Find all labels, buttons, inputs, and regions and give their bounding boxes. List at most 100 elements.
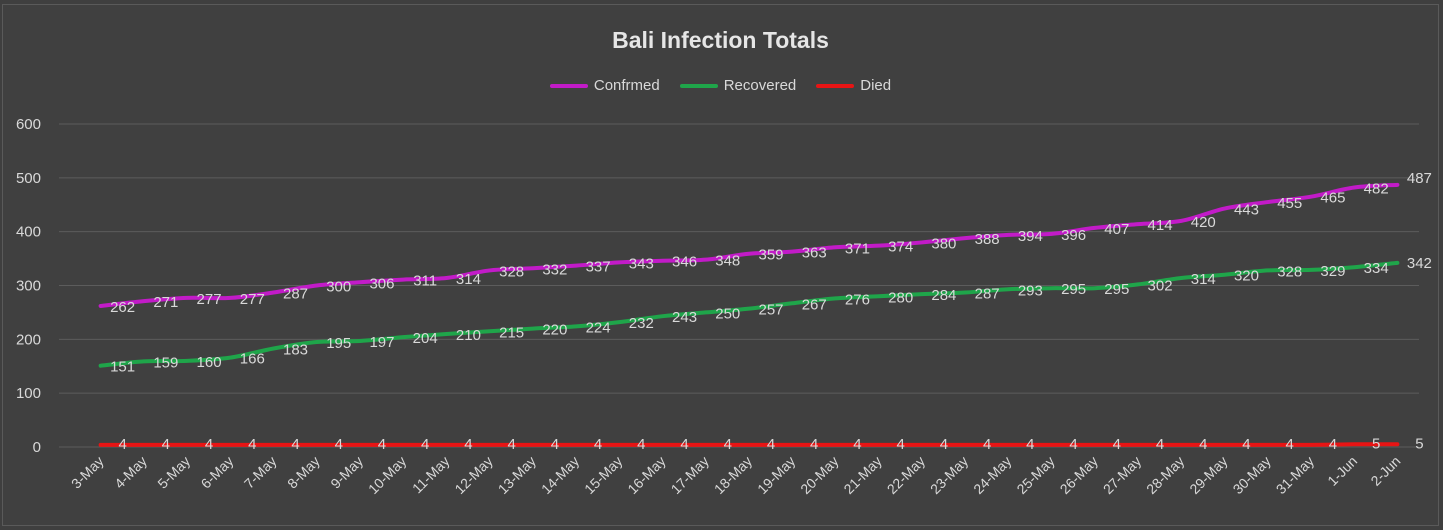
data-label: 482 (1364, 181, 1389, 198)
data-label: 293 (1018, 282, 1043, 299)
x-tick-label: 24-May (970, 453, 1014, 497)
x-tick-label: 20-May (797, 453, 841, 497)
data-label: 4 (1156, 436, 1164, 453)
data-label: 4 (335, 436, 343, 453)
data-label: 4 (507, 436, 515, 453)
data-label: 295 (1104, 281, 1129, 298)
data-label: 343 (629, 255, 654, 272)
data-label: 455 (1277, 195, 1302, 212)
data-label: 329 (1320, 263, 1345, 280)
legend-item-confirmed: Confrmed (549, 77, 660, 94)
x-tick-label: 27-May (1100, 453, 1144, 497)
x-tick-label: 16-May (624, 453, 668, 497)
data-label: 4 (680, 436, 688, 453)
x-tick-label: 31-May (1273, 453, 1317, 497)
data-label: 4 (1329, 436, 1337, 453)
data-label: 276 (845, 291, 870, 308)
x-tick-label: 7-May (241, 453, 280, 492)
data-label: 328 (499, 263, 524, 280)
data-label: 4 (940, 436, 948, 453)
data-label: 210 (456, 327, 481, 344)
data-label: 4 (1026, 436, 1034, 453)
data-label: 4 (421, 436, 429, 453)
legend-label-died: Died (860, 77, 892, 94)
data-label: 159 (153, 354, 178, 371)
legend-swatch-confirmed (549, 83, 588, 88)
y-tick-label: 600 (16, 116, 41, 133)
x-tick-label: 15-May (581, 453, 625, 497)
series-line-recovered (98, 260, 1400, 368)
data-label: 363 (802, 245, 827, 262)
legend-item-recovered: Recovered (679, 77, 797, 94)
series-line-died (98, 442, 1400, 447)
x-tick-label: 9-May (327, 453, 366, 492)
data-label: 420 (1191, 214, 1216, 231)
legend-swatch-recovered (679, 83, 718, 88)
data-label: 215 (499, 324, 524, 341)
x-tick-label: 22-May (884, 453, 928, 497)
data-label: 287 (283, 285, 308, 302)
data-label: 4 (767, 436, 775, 453)
data-label: 328 (1277, 263, 1302, 280)
x-tick-label: 11-May (409, 453, 453, 497)
x-tick-label: 18-May (711, 453, 755, 497)
data-label: 396 (1061, 227, 1086, 244)
data-label: 287 (975, 285, 1000, 302)
data-label: 4 (551, 436, 559, 453)
y-tick-label: 300 (16, 278, 41, 295)
x-tick-label: 2-Jun (1367, 453, 1403, 489)
x-tick-label: 3-May (68, 453, 107, 492)
data-label: 346 (672, 254, 697, 271)
y-tick-label: 200 (16, 331, 41, 348)
data-label: 4 (1199, 436, 1207, 453)
data-label: 224 (586, 319, 611, 336)
data-label: 4 (162, 436, 170, 453)
data-label: 183 (283, 341, 308, 358)
data-label: 197 (369, 334, 394, 351)
data-label: 257 (758, 302, 783, 319)
data-label: 4 (248, 436, 256, 453)
data-label: 267 (802, 296, 827, 313)
data-label: 151 (110, 359, 135, 376)
data-label: 334 (1364, 260, 1389, 277)
data-label: 166 (240, 351, 265, 368)
data-label: 320 (1234, 268, 1259, 285)
legend-label-recovered: Recovered (723, 77, 797, 94)
data-label: 4 (205, 436, 213, 453)
data-label: 4 (897, 436, 905, 453)
x-tick-label: 21-May (840, 453, 884, 497)
data-label: 337 (586, 259, 611, 276)
data-label: 314 (456, 271, 481, 288)
data-label: 388 (975, 231, 1000, 248)
data-label: 332 (542, 261, 567, 278)
y-tick-label: 0 (33, 439, 41, 456)
data-label: 302 (1148, 277, 1173, 294)
data-label: 4 (1286, 436, 1294, 453)
y-tick-label: 500 (16, 170, 41, 187)
data-label: 4 (1069, 436, 1077, 453)
data-label: 4 (853, 436, 861, 453)
x-tick-label: 10-May (365, 453, 409, 497)
data-label: 271 (153, 294, 178, 311)
data-label: 414 (1148, 217, 1173, 234)
data-label: 280 (888, 289, 913, 306)
x-tick-label: 29-May (1186, 453, 1230, 497)
data-label: 407 (1104, 221, 1129, 238)
data-label: 250 (715, 305, 740, 322)
data-label: 4 (291, 436, 299, 453)
data-label: 4 (983, 436, 991, 453)
x-tick-label: 6-May (198, 453, 237, 492)
x-tick-label: 28-May (1143, 453, 1187, 497)
data-label: 342 (1407, 255, 1432, 272)
data-label: 371 (845, 240, 870, 257)
chart-area: Bali Infection Totals Confrmed Recovered… (2, 4, 1439, 526)
data-label: 277 (197, 291, 222, 308)
data-label: 4 (724, 436, 732, 453)
x-tick-label: 25-May (1013, 453, 1057, 497)
data-label: 348 (715, 253, 740, 270)
data-label: 4 (637, 436, 645, 453)
data-label: 4 (464, 436, 472, 453)
legend-label-confirmed: Confrmed (593, 77, 660, 94)
x-tick-label: 12-May (451, 453, 495, 497)
